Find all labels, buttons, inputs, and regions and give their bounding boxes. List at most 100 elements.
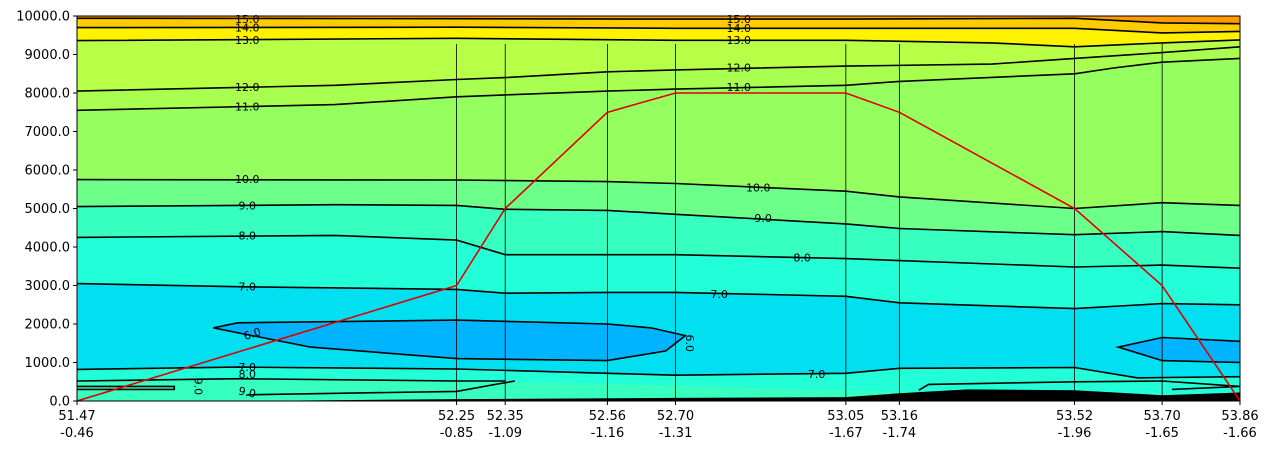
contour-label: 9.0 bbox=[237, 384, 257, 400]
x-tick-lon: -1.16 bbox=[591, 426, 625, 441]
contour-label: 12.0 bbox=[727, 62, 752, 75]
x-tick-lon: -1.96 bbox=[1058, 426, 1092, 441]
contour-label-text: 8.0 bbox=[239, 368, 256, 381]
contour-label: 7.0 bbox=[808, 368, 826, 381]
contour-label-text: 9.0 bbox=[192, 378, 205, 396]
y-tick-label: 1000.0 bbox=[25, 356, 71, 371]
contour-label-text: 9.0 bbox=[754, 212, 772, 225]
contour-label-text: 12.0 bbox=[727, 62, 752, 75]
x-tick-lon: -0.85 bbox=[440, 426, 474, 441]
contour-line-6 bbox=[1115, 336, 1240, 364]
contour-line-8 bbox=[77, 234, 1240, 269]
contour-label-text: 9.0 bbox=[239, 199, 256, 212]
contour-line-6 bbox=[213, 319, 688, 362]
contour-label: 8.0 bbox=[239, 368, 256, 381]
contour-line-15 bbox=[77, 17, 1240, 25]
filled-contour-bands bbox=[77, 16, 1240, 401]
x-tick-lon: -1.09 bbox=[488, 426, 522, 441]
contour-line-7 bbox=[77, 366, 1240, 379]
contour-label-text: 7.0 bbox=[239, 361, 256, 374]
contour-label: 13.0 bbox=[727, 34, 752, 47]
station-vertical-lines bbox=[456, 44, 1163, 401]
flight-path-line bbox=[77, 92, 1240, 401]
x-tick-lat: 52.25 bbox=[438, 409, 475, 424]
contour-line-7 bbox=[77, 282, 1240, 310]
contour-label: 14.0 bbox=[727, 22, 752, 35]
terrain-profile bbox=[77, 389, 1240, 401]
contour-label-text: 9.0 bbox=[237, 384, 257, 400]
x-tick-lon: -1.74 bbox=[883, 426, 917, 441]
x-axis: 51.47 -0.46 52.25 -0.85 52.35 -1.09 52.56 -1.16… bbox=[58, 401, 1259, 441]
x-tick-lon: -1.65 bbox=[1145, 426, 1179, 441]
y-tick-label: 2000.0 bbox=[25, 318, 71, 333]
contour-label: 11.0 bbox=[235, 101, 259, 114]
contour-label-text: 11.0 bbox=[235, 101, 259, 114]
x-tick-lat: 53.86 bbox=[1221, 409, 1258, 424]
contour-label: 7.0 bbox=[239, 281, 256, 294]
contour-line-11 bbox=[77, 57, 1240, 112]
contour-line-8 bbox=[77, 377, 506, 382]
contour-label-text: 8.0 bbox=[239, 229, 256, 242]
x-tick-lon: -0.46 bbox=[60, 426, 94, 441]
contour-label-text: 13.0 bbox=[727, 34, 752, 47]
contour-line-12 bbox=[77, 46, 1240, 92]
y-tick-label: 7000.0 bbox=[25, 125, 71, 140]
contour-label: 9.0 bbox=[192, 378, 205, 396]
contour-label: 7.0 bbox=[711, 288, 729, 301]
x-tick-lat: 51.47 bbox=[58, 409, 95, 424]
contour-label-text: 7.0 bbox=[808, 368, 826, 381]
contour-label: 12.0 bbox=[235, 81, 259, 94]
contour-label-text: 14.0 bbox=[727, 22, 752, 35]
contour-label-text: 7.0 bbox=[239, 281, 256, 294]
contour-line-9 bbox=[247, 380, 516, 396]
contour-label: 6.0 bbox=[242, 325, 263, 343]
contour-label-text: 11.0 bbox=[727, 81, 752, 94]
flight-path bbox=[77, 92, 1240, 401]
x-tick-lat: 53.16 bbox=[881, 409, 918, 424]
contour-label-text: 13.0 bbox=[235, 34, 259, 47]
contour-line-14 bbox=[77, 26, 1240, 34]
contour-label: 11.0 bbox=[727, 81, 752, 94]
y-tick-label: 0.0 bbox=[49, 395, 70, 410]
contour-label-text: 7.0 bbox=[711, 288, 729, 301]
contour-line-8 bbox=[918, 380, 1240, 391]
contour-label-text: 10.0 bbox=[746, 181, 771, 194]
x-tick-lat: 53.70 bbox=[1144, 409, 1181, 424]
contour-label-text: 14.0 bbox=[235, 22, 259, 35]
band-lt-6 bbox=[213, 320, 686, 361]
contour-label-text: 8.0 bbox=[793, 251, 811, 264]
contour-label-text: 6.0 bbox=[242, 325, 263, 343]
contour-label: 10.0 bbox=[746, 181, 771, 194]
y-tick-label: 10000.0 bbox=[16, 10, 70, 25]
contour-label: 9.0 bbox=[239, 199, 256, 212]
contour-label: 8.0 bbox=[793, 251, 811, 264]
contour-line-13 bbox=[77, 37, 1240, 48]
contour-line-10 bbox=[77, 178, 1240, 210]
y-axis: 0.0 1000.0 2000.0 3000.0 4000.0 5000.0 6000.0 7… bbox=[16, 10, 77, 410]
x-tick-lon: -1.31 bbox=[659, 426, 693, 441]
contour-label: 7.0 bbox=[239, 361, 256, 374]
terrain-fill bbox=[77, 389, 1240, 401]
contour-label: 8.0 bbox=[239, 229, 256, 242]
x-tick-lon: -1.66 bbox=[1223, 426, 1257, 441]
y-tick-label: 8000.0 bbox=[25, 87, 71, 102]
contour-label-text: 6.0 bbox=[683, 335, 696, 353]
contour-label-text: 12.0 bbox=[235, 81, 259, 94]
contour-lines bbox=[77, 17, 1240, 396]
contour-label: 6.0 bbox=[683, 335, 696, 353]
y-tick-label: 5000.0 bbox=[25, 202, 71, 217]
contour-label: 13.0 bbox=[235, 34, 259, 47]
x-tick-lat: 53.52 bbox=[1056, 409, 1093, 424]
x-tick-lat: 52.35 bbox=[487, 409, 524, 424]
y-tick-label: 9000.0 bbox=[25, 48, 71, 63]
contour-label: 9.0 bbox=[754, 212, 772, 225]
y-tick-label: 6000.0 bbox=[25, 164, 71, 179]
y-tick-label: 4000.0 bbox=[25, 241, 71, 256]
y-tick-label: 3000.0 bbox=[25, 279, 71, 294]
contour-label: 10.0 bbox=[235, 173, 259, 186]
x-tick-lon: -1.67 bbox=[829, 426, 863, 441]
x-tick-lat: 52.56 bbox=[589, 409, 626, 424]
x-tick-lat: 53.05 bbox=[827, 409, 864, 424]
contour-label-text: 10.0 bbox=[235, 173, 259, 186]
